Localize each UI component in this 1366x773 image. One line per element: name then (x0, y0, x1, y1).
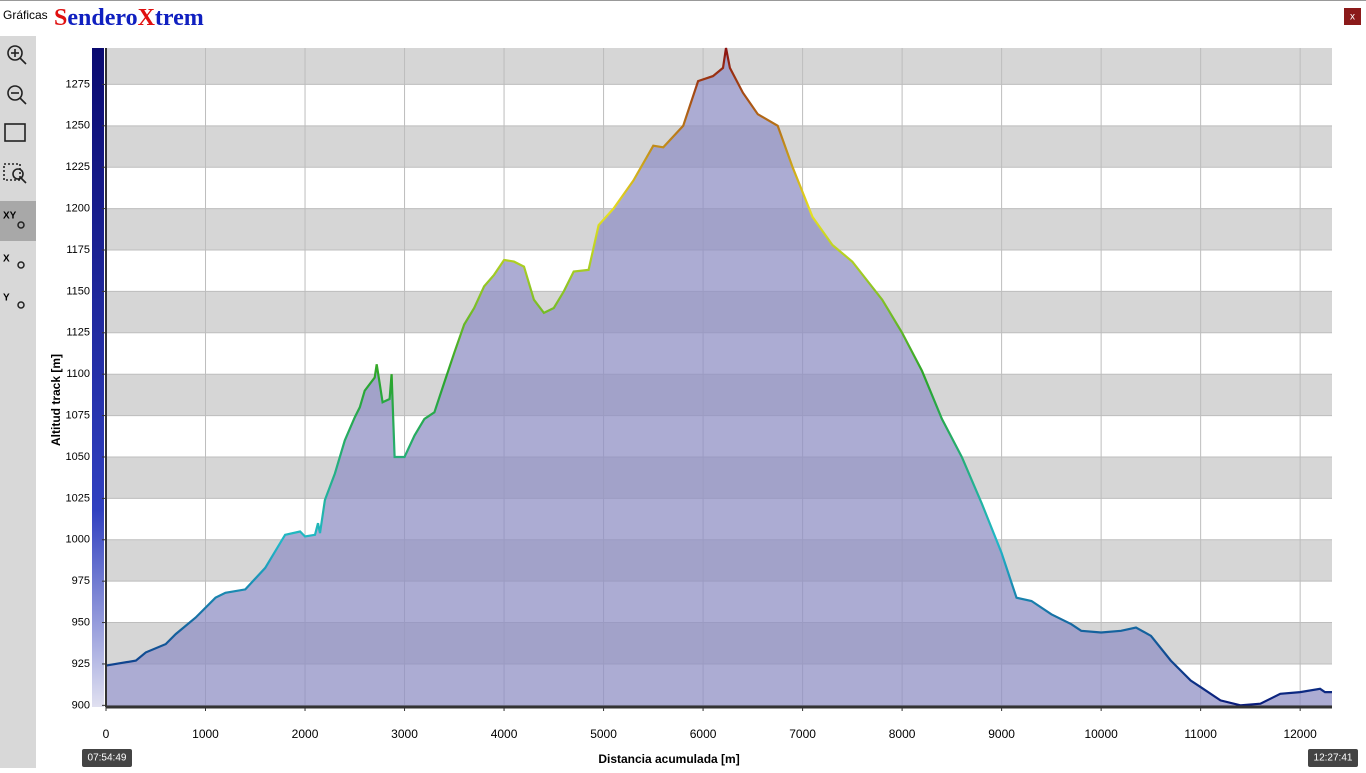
y-tick-label: 1200 (66, 203, 90, 215)
color-bar (92, 48, 104, 707)
start-time-box (82, 749, 132, 767)
fit-button[interactable] (4, 123, 26, 142)
zoom-box-button[interactable] (3, 163, 27, 184)
x-tick-label: 7000 (789, 727, 816, 741)
y-tick-label: 925 (72, 658, 90, 670)
toolbar-magnifiers (17, 221, 25, 309)
logo-part: X (138, 5, 156, 31)
x-tick-label: 9000 (988, 727, 1015, 741)
x-axis-label: Distancia acumulada [m] (598, 752, 739, 766)
x-tick-label: 2000 (292, 727, 319, 741)
zoom-y-button[interactable]: Y (3, 293, 10, 304)
y-tick-label: 975 (72, 575, 90, 587)
end-time-box (1308, 749, 1358, 767)
top-border (0, 0, 1366, 1)
y-tick-label: 1150 (66, 285, 90, 297)
x-tick-label: 4000 (491, 727, 518, 741)
y-tick-label: 950 (72, 616, 90, 628)
x-tick-label: 12000 (1283, 727, 1317, 741)
zoom-x-button[interactable]: X (3, 254, 10, 265)
y-tick-label: 1100 (66, 368, 90, 380)
x-tick-label: 8000 (889, 727, 916, 741)
start-time: 07:54:49 (88, 753, 127, 764)
close-label: x (1350, 12, 1355, 23)
logo-part: trem (155, 5, 204, 31)
toolbar (0, 36, 36, 768)
x-tick-label: 0 (103, 727, 110, 741)
x-tick-label: 1000 (192, 727, 219, 741)
x-tick-label: 3000 (391, 727, 418, 741)
y-tick-label: 1275 (66, 78, 90, 90)
area (106, 48, 1332, 707)
x-tick-label: 5000 (590, 727, 617, 741)
y-tick-label: 1000 (66, 534, 90, 546)
y-tick-label: 1025 (66, 492, 90, 504)
x-tick-label: 6000 (690, 727, 717, 741)
y-tick-label: 1075 (66, 409, 90, 421)
line (105, 47, 1332, 707)
y-tick-label: 1050 (66, 451, 90, 463)
y-tick-label: 1175 (66, 244, 90, 256)
toolbar-selected (0, 201, 36, 241)
window-title: Gráficas (3, 8, 48, 22)
logo-part: S (54, 5, 67, 31)
y-tick-label: 900 (72, 699, 90, 711)
zoom-in-button[interactable] (7, 45, 27, 65)
x-tick-label: 11000 (1184, 727, 1217, 741)
zoom-out-button[interactable] (7, 85, 27, 105)
y-tick-label: 1125 (66, 327, 90, 339)
y-axis-label: Altitud track [m] (49, 354, 63, 446)
logo: SenderoXtrem (54, 5, 204, 31)
zoom-xy-button[interactable]: XY (3, 211, 17, 222)
logo-part: endero (67, 5, 137, 31)
y-tick-label: 1225 (66, 161, 90, 173)
close-button[interactable] (1344, 8, 1361, 25)
x-tick-label: 10000 (1084, 727, 1118, 741)
end-time: 12:27:41 (1314, 753, 1353, 764)
y-tick-label: 1250 (66, 120, 90, 132)
